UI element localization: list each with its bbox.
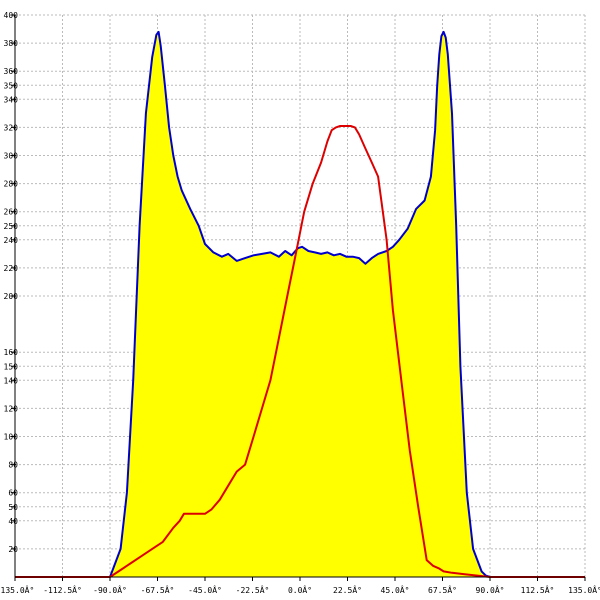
y-tick-label: 80 bbox=[8, 461, 18, 470]
series-1-line bbox=[15, 125, 585, 578]
y-tick-label: 260 bbox=[4, 208, 19, 217]
x-tick-label: 90.0Â° bbox=[476, 584, 505, 595]
y-tick-label: 60 bbox=[8, 489, 18, 498]
series-0-area bbox=[110, 31, 490, 577]
y-tick-label: 320 bbox=[4, 123, 19, 132]
y-tick-label: 360 bbox=[4, 67, 19, 76]
y-tick-label: 280 bbox=[4, 180, 19, 189]
x-tick-label: -90.0Â° bbox=[93, 584, 127, 595]
x-tick-label: -135.0Â° bbox=[0, 584, 34, 595]
tick-labels: -135.0Â° -112.5Â° -90.0Â° -67.5Â° -45.0Â° -22… bbox=[0, 11, 600, 595]
y-tick-label: 300 bbox=[4, 152, 19, 161]
y-tick-label: 350 bbox=[4, 81, 19, 90]
y-tick-label: 150 bbox=[4, 362, 19, 371]
axes bbox=[11, 14, 586, 581]
series-0-outline bbox=[109, 30, 491, 578]
line-layer bbox=[15, 30, 585, 578]
x-tick-label: 22.5Â° bbox=[333, 584, 362, 595]
x-tick-label: -22.5Â° bbox=[236, 584, 270, 595]
area-layer bbox=[110, 31, 490, 577]
x-tick-label: 45.0Â° bbox=[381, 584, 410, 595]
x-tick-label: -67.5Â° bbox=[141, 584, 175, 595]
y-tick-label: 340 bbox=[4, 95, 19, 104]
y-tick-label: 220 bbox=[4, 264, 19, 273]
x-tick-label: -112.5Â° bbox=[43, 584, 82, 595]
y-tick-label: 400 bbox=[4, 11, 19, 20]
y-tick-label: 50 bbox=[8, 503, 18, 512]
y-tick-label: 140 bbox=[4, 376, 19, 385]
y-tick-label: 240 bbox=[4, 236, 19, 245]
y-tick-label: 250 bbox=[4, 222, 19, 231]
y-tick-label: 160 bbox=[4, 348, 19, 357]
x-tick-label: 0.0Â° bbox=[288, 584, 312, 595]
y-tick-label: 40 bbox=[8, 517, 18, 526]
x-tick-label: 135.0Â° bbox=[568, 584, 600, 595]
x-tick-label: 112.5Â° bbox=[521, 584, 555, 595]
y-tick-label: 20 bbox=[8, 545, 18, 554]
y-tick-label: 120 bbox=[4, 404, 19, 413]
y-tick-label: 380 bbox=[4, 39, 19, 48]
y-tick-label: 100 bbox=[4, 433, 19, 442]
x-tick-label: 67.5Â° bbox=[428, 584, 457, 595]
y-tick-label: 200 bbox=[4, 292, 19, 301]
x-tick-label: -45.0Â° bbox=[188, 584, 222, 595]
